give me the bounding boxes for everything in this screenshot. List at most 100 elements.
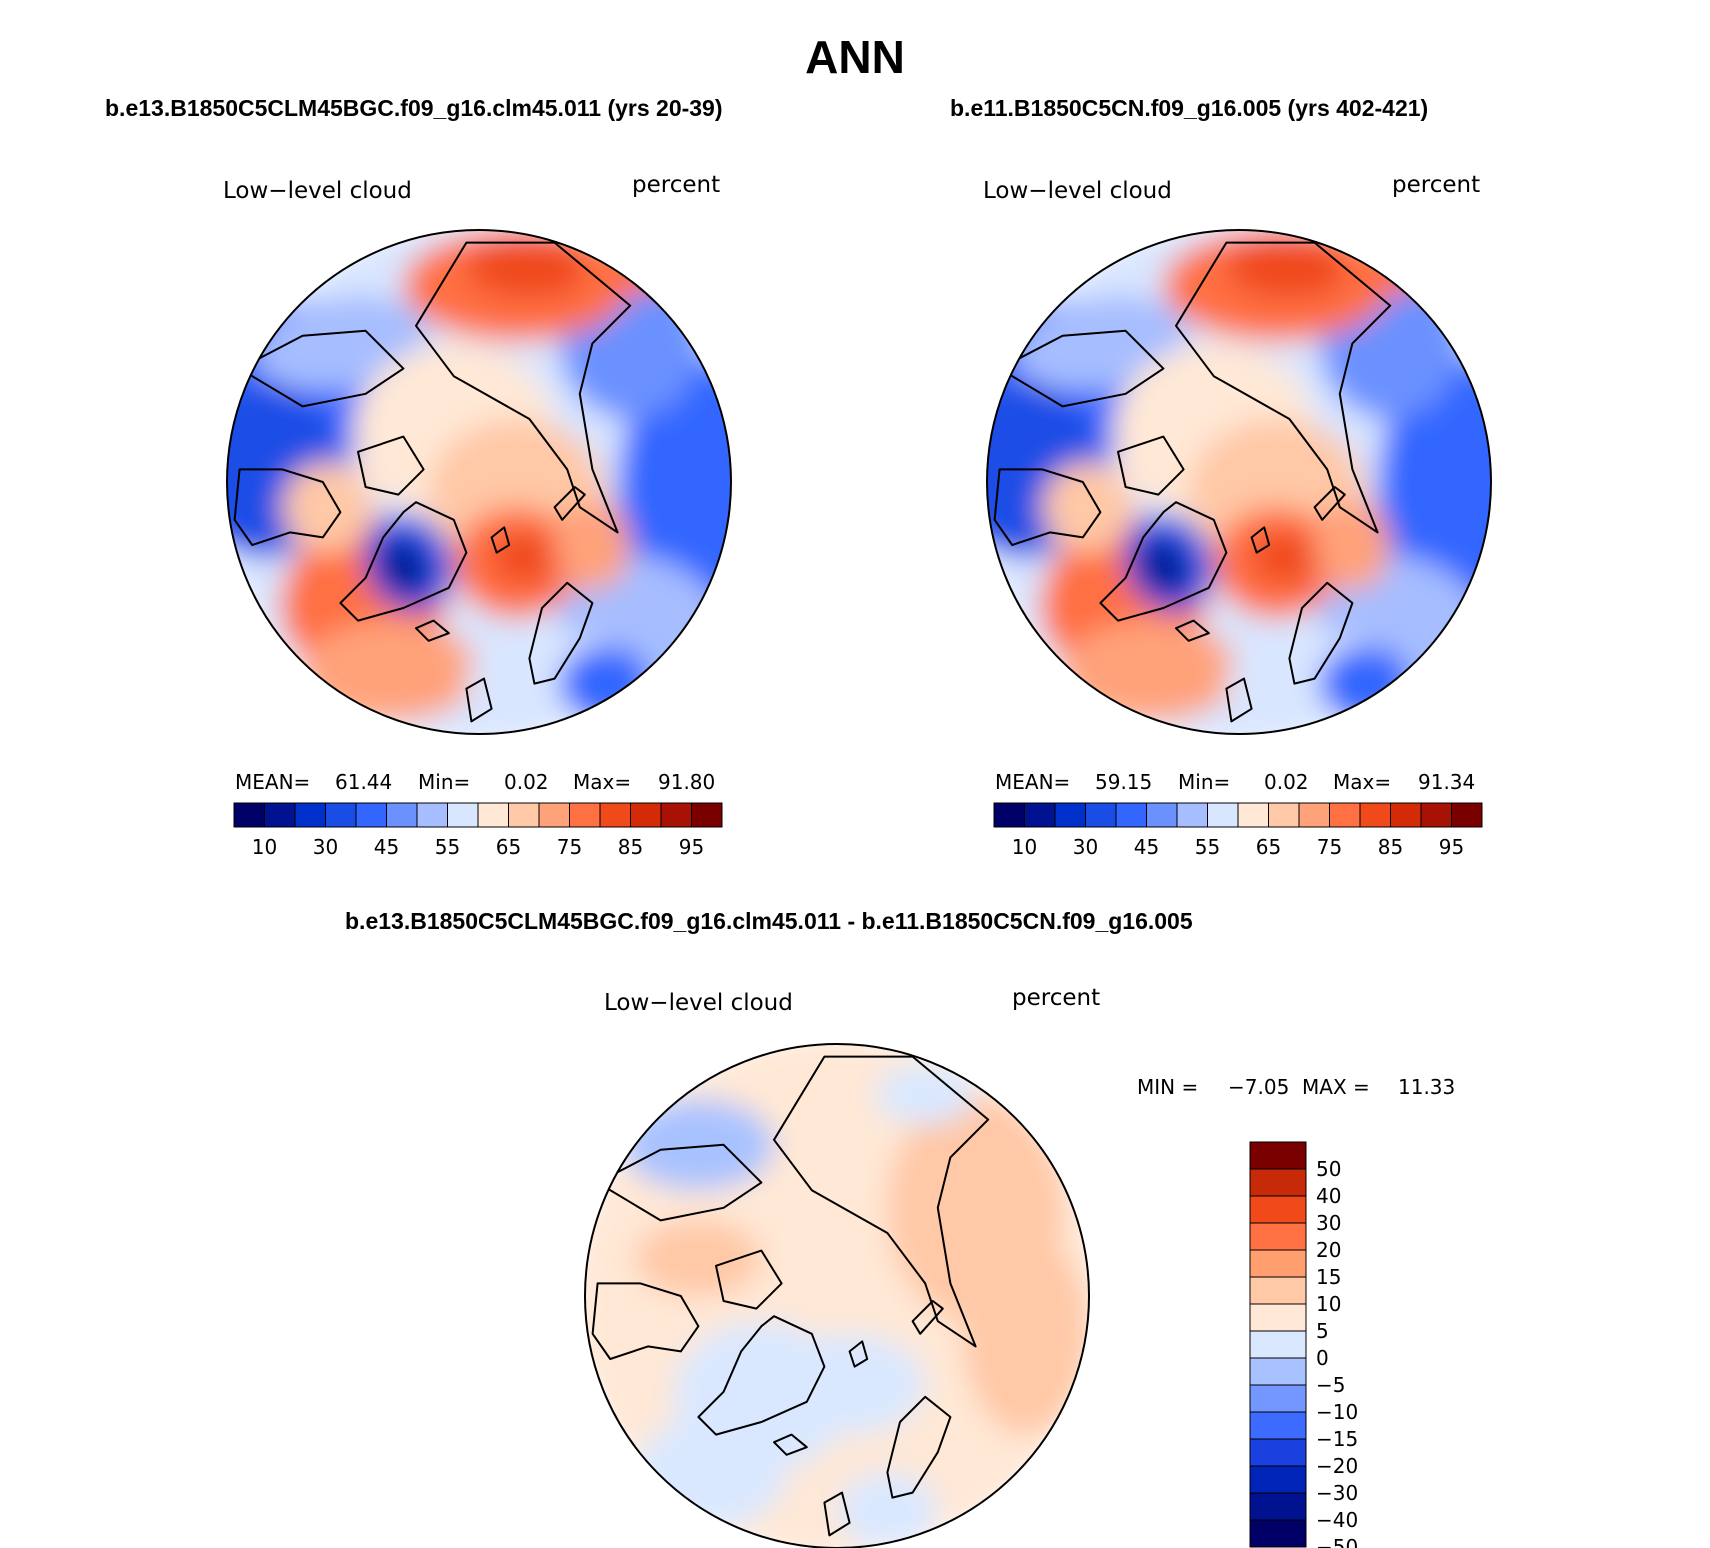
diff-cloud-field <box>585 1044 1089 1548</box>
diff-max-label: MAX = <box>1302 1075 1370 1099</box>
panel2-colorbar-box <box>1024 802 1056 828</box>
panel2-field-patch <box>1013 296 1188 391</box>
panel1-colorbar-label: 65 <box>496 835 521 859</box>
panel1-colorbar-label: 75 <box>557 835 582 859</box>
panel1-colorbar-box <box>294 802 326 828</box>
diff-coast-svalbard <box>848 1340 869 1368</box>
panel2-colorbar-label: 55 <box>1195 835 1220 859</box>
panel1-min-label: Min= <box>418 770 471 794</box>
panel1-max-value: 91.80 <box>658 770 716 794</box>
panel2-colorbar-box <box>1451 802 1483 828</box>
panel2-colorbar-box <box>1115 802 1147 828</box>
panel2-colorbar-label: 95 <box>1439 835 1464 859</box>
panel1-field-patch <box>282 461 374 553</box>
panel1-coast-archipelago <box>357 435 425 496</box>
panel1-coast-iceland <box>415 619 450 642</box>
panel2-coast-scandinavia <box>1288 581 1354 685</box>
diff-colorbar-box <box>1249 1168 1307 1197</box>
panel2-mean-value: 59.15 <box>1095 770 1153 794</box>
diff-colorbar-box <box>1249 1492 1307 1521</box>
panel2-case-title: b.e11.B1850C5CN.f09_g16.005 (yrs 402-421… <box>950 95 1429 121</box>
panel1-colorbar-box <box>355 802 387 828</box>
panel1-colorbar-box <box>630 802 662 828</box>
diff-field-patch <box>837 1472 938 1548</box>
panel1-colorbar-box <box>386 802 418 828</box>
panel2-mean-label: MEAN= <box>995 770 1071 794</box>
diff-max-value: 11.33 <box>1398 1075 1456 1099</box>
panel2-coast-iceland <box>1175 619 1210 642</box>
diff-colorbar-box <box>1249 1195 1307 1224</box>
panel1-colorbar-box <box>264 802 296 828</box>
diff-coast-namerica <box>591 1282 700 1360</box>
diff-field-patch <box>635 1220 762 1296</box>
diff-colorbar-box <box>1249 1384 1307 1413</box>
panel2-colorbar-label: 30 <box>1073 835 1098 859</box>
diff-colorbar-box <box>1249 1303 1307 1332</box>
diff-colorbar-label: 40 <box>1316 1184 1341 1208</box>
panel1-colorbar: 10 30 45 55 65 75 85 95 <box>233 802 723 859</box>
panel1-colorbar-label: 85 <box>618 835 643 859</box>
panel2-coast-alaska <box>998 329 1165 408</box>
panel1-units-label: percent <box>632 172 721 198</box>
panel2-colorbar-label: 75 <box>1317 835 1342 859</box>
panel1-coast-scandinavia <box>528 581 594 685</box>
panel2-colorbar-box <box>1268 802 1300 828</box>
diff-colorbar-label: −10 <box>1316 1400 1358 1424</box>
panel2-colorbar-box <box>1390 802 1422 828</box>
panel1-field-patch <box>466 237 593 299</box>
diff-coast-uk <box>823 1491 851 1537</box>
diff-colorbar-label: 50 <box>1316 1157 1341 1181</box>
diff-field-patch <box>874 1064 976 1125</box>
panel2-colorbar-box <box>1085 802 1117 828</box>
panel2-field-patch <box>1251 532 1318 583</box>
diff-colorbar-box <box>1249 1357 1307 1386</box>
diff-colorbar-box <box>1249 1249 1307 1278</box>
panel1-max-label: Max= <box>573 770 632 794</box>
panel1-colorbar-box <box>477 802 509 828</box>
panel1-colorbar-box <box>508 802 540 828</box>
diff-colorbar-box <box>1249 1519 1307 1548</box>
panel1-variable-label: Low−level cloud <box>223 178 412 204</box>
panel1-colorbar-box <box>569 802 601 828</box>
panel2-colorbar-label: 45 <box>1134 835 1159 859</box>
panel1-coast-svalbard <box>490 526 511 554</box>
panel1-colorbar-box <box>447 802 479 828</box>
panel2-colorbar-box <box>1420 802 1452 828</box>
panel1-coast-alaska <box>238 329 405 408</box>
panel1-colorbar-label: 45 <box>374 835 399 859</box>
diff-colorbar-label: 30 <box>1316 1211 1341 1235</box>
panel2-coast-greenland <box>1099 501 1228 622</box>
panel1-coast-namerica <box>233 468 342 546</box>
panel1-colorbar-box <box>416 802 448 828</box>
panel1-coast-uk <box>465 677 493 723</box>
panel1-colorbar-box <box>233 802 265 828</box>
diff-field-patch <box>963 1233 1089 1435</box>
diff-colorbar-box <box>1249 1330 1307 1359</box>
diff-case-title: b.e13.B1850C5CLM45BGC.f09_g16.clm45.011 … <box>345 908 1193 934</box>
diff-units-label: percent <box>1012 985 1101 1011</box>
panel2-colorbar-box <box>1054 802 1086 828</box>
panel2-coast-namerica <box>993 468 1102 546</box>
panel1-colorbar-box <box>538 802 570 828</box>
panel2-variable-label: Low−level cloud <box>983 178 1172 204</box>
panel2-coast-novaya <box>1313 486 1346 521</box>
diff-colorbar-label: 15 <box>1316 1265 1341 1289</box>
panel2-colorbar-box <box>1237 802 1269 828</box>
panel1-field-patch <box>491 532 558 583</box>
panel2-coast-uk <box>1225 677 1253 723</box>
diff-map-border <box>584 1043 1090 1548</box>
panel1-coast-greenland <box>339 501 468 622</box>
panel2-coast-svalbard <box>1250 526 1271 554</box>
diff-colorbar-label: −50 <box>1316 1535 1358 1548</box>
panel1-cloud-field <box>227 230 731 734</box>
diff-colorbar-label: 5 <box>1316 1319 1329 1343</box>
panel1-colorbar-box <box>599 802 631 828</box>
diff-colorbar-box <box>1249 1411 1307 1440</box>
diff-colorbar-label: −30 <box>1316 1481 1358 1505</box>
panel1-case-title: b.e13.B1850C5CLM45BGC.f09_g16.clm45.011 … <box>105 95 723 121</box>
panel2-field-patch <box>1062 620 1240 722</box>
panel2-colorbar: 10 30 45 55 65 75 85 95 <box>993 802 1483 859</box>
diff-colorbar-box <box>1249 1465 1307 1494</box>
